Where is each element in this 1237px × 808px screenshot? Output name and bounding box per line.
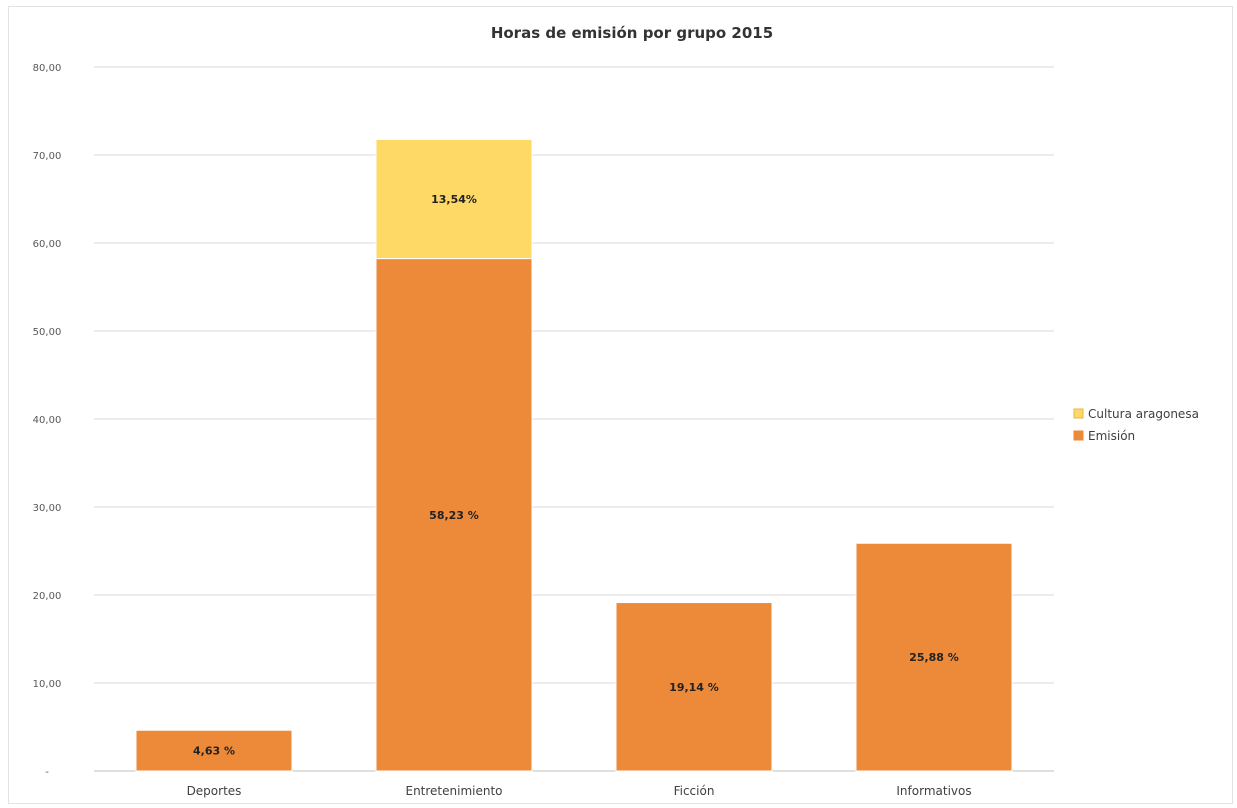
data-label: 4,63 % bbox=[193, 745, 235, 758]
y-tick-label: 50,00 bbox=[33, 327, 62, 338]
y-tick-label: 20,00 bbox=[33, 591, 62, 602]
x-category-label: Ficción bbox=[674, 784, 715, 798]
bar-segment bbox=[135, 729, 293, 772]
data-label: 13,54% bbox=[431, 193, 477, 206]
bar-segment bbox=[375, 258, 533, 772]
x-category-label: Entretenimiento bbox=[405, 784, 502, 798]
y-tick-label: - bbox=[45, 767, 49, 778]
legend-swatch bbox=[1073, 430, 1084, 441]
stacked-bar-chart: Horas de emisión por grupo 2015 - 10,00 20… bbox=[33, 24, 1199, 798]
gridlines bbox=[94, 66, 1054, 772]
y-tick-label: 40,00 bbox=[33, 415, 62, 426]
y-tick-label: 70,00 bbox=[33, 151, 62, 162]
y-tick-label: 10,00 bbox=[33, 679, 62, 690]
y-tick-label: 80,00 bbox=[33, 63, 62, 74]
chart-title: Horas de emisión por grupo 2015 bbox=[491, 24, 773, 42]
y-tick-label: 60,00 bbox=[33, 239, 62, 250]
data-labels: 4,63 % 58,23 % 13,54% 19,14 % 25,88 % bbox=[193, 193, 959, 758]
data-label: 19,14 % bbox=[669, 681, 719, 694]
data-label: 25,88 % bbox=[909, 651, 959, 664]
data-label: 58,23 % bbox=[429, 509, 479, 522]
bar-segment bbox=[855, 542, 1013, 772]
x-category-label: Deportes bbox=[187, 784, 242, 798]
x-axis-categories: Deportes Entretenimiento Ficción Informativ… bbox=[187, 784, 972, 798]
chart-frame: Horas de emisión por grupo 2015 - 10,00 20… bbox=[8, 6, 1233, 804]
y-axis-ticks: - 10,00 20,00 30,00 40,00 50,00 60,00 70,00 80,0… bbox=[33, 63, 62, 778]
bars bbox=[135, 138, 1013, 772]
bar-segment bbox=[615, 602, 773, 772]
y-tick-label: 30,00 bbox=[33, 503, 62, 514]
x-category-label: Informativos bbox=[896, 784, 971, 798]
legend: Cultura aragonesa Emisión bbox=[1073, 407, 1199, 443]
bar-segment bbox=[375, 138, 533, 260]
legend-label: Cultura aragonesa bbox=[1088, 407, 1199, 421]
legend-label: Emisión bbox=[1088, 429, 1135, 443]
legend-swatch bbox=[1073, 408, 1084, 419]
